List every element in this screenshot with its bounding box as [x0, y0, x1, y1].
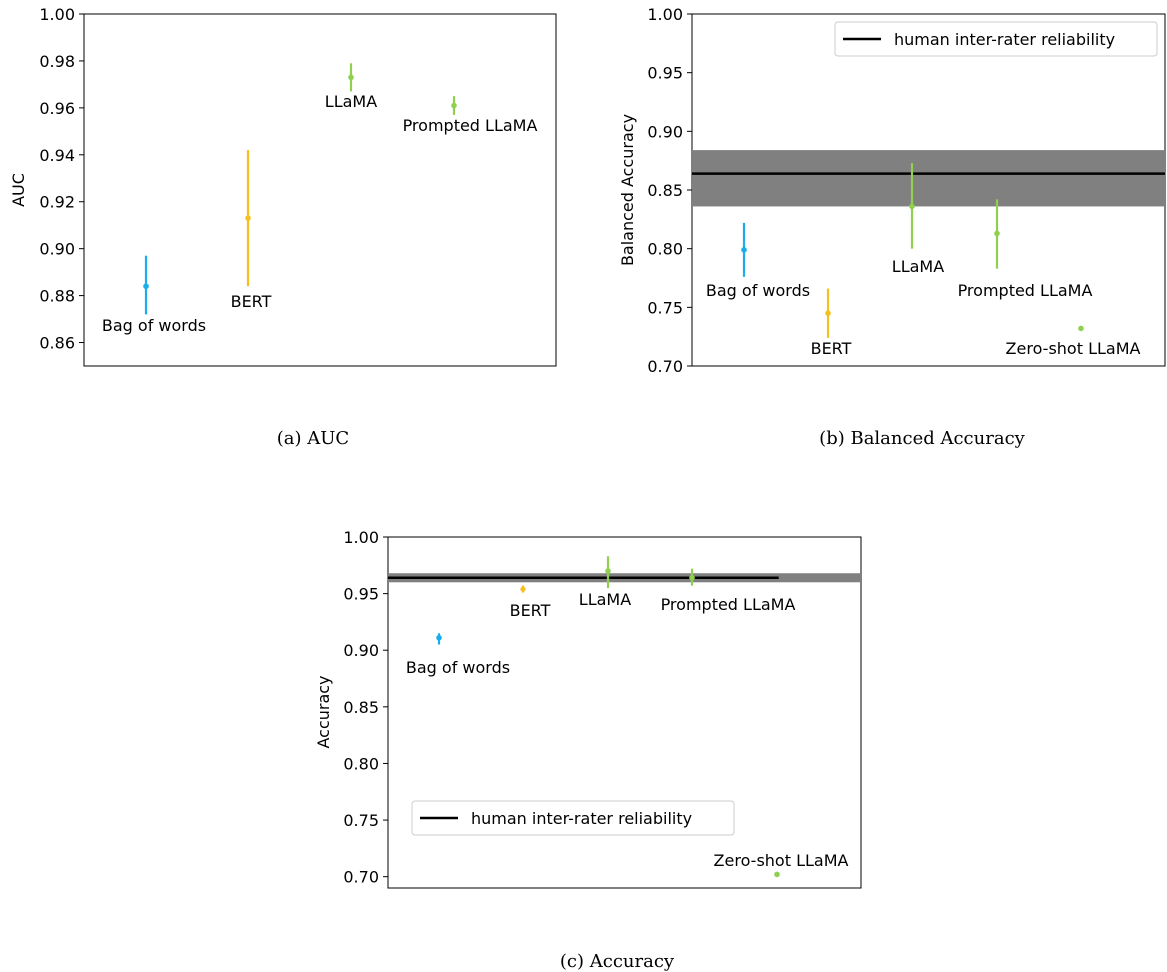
y-tick-label: 0.90 [343, 641, 379, 660]
legend-box [411, 800, 735, 836]
reference-band-group [388, 573, 861, 583]
point-label: BERT [510, 601, 551, 620]
y-tick-label: 0.75 [647, 298, 683, 317]
y-tick-label: 0.94 [39, 146, 75, 165]
legend-entry: human inter-rater reliability [471, 809, 692, 828]
data-point [774, 871, 780, 878]
y-tick-label: 0.90 [647, 122, 683, 141]
data-point [245, 215, 251, 221]
y-axis-title: AUC [9, 173, 28, 207]
y-axis-title: Accuracy [314, 675, 333, 748]
point-label: LLaMA [892, 257, 944, 276]
data-point [741, 247, 747, 253]
y-tick-label: 0.80 [647, 240, 683, 259]
y-tick-label: 0.98 [39, 52, 75, 71]
data-marks: Bag of words BERT LLaMA Prompted LLaMA Zero-… [406, 556, 849, 878]
data-point [520, 585, 526, 594]
legend: human inter-rater reliability [411, 800, 735, 836]
plot-frame [387, 536, 862, 889]
data-point [909, 203, 915, 210]
point-label: BERT [811, 339, 852, 358]
y-tick-label: 0.85 [647, 181, 683, 200]
y-axis-ticks: 0.70 0.75 0.80 0.85 0.90 0.95 1.00 [343, 528, 388, 887]
y-tick-label: 0.85 [343, 698, 379, 717]
data-point [436, 634, 442, 641]
data-point [1078, 325, 1084, 332]
point-label: Bag of words [406, 658, 510, 677]
y-tick-label: 0.86 [39, 334, 75, 353]
data-marks: Bag of words BERT LLaMA Prompted LLaMA [102, 63, 538, 335]
point-label: Bag of words [102, 316, 206, 335]
y-tick-label: 0.96 [39, 99, 75, 118]
point-label: BERT [231, 292, 272, 311]
y-tick-label: 0.88 [39, 287, 75, 306]
legend-entry: human inter-rater reliability [894, 30, 1115, 49]
y-tick-label: 0.90 [39, 240, 75, 259]
point-label: Zero-shot LLaMA [714, 851, 849, 870]
caption: (c) Accuracy [560, 951, 675, 972]
data-point [451, 102, 457, 109]
point-label: Zero-shot LLaMA [1006, 339, 1141, 358]
y-tick-label: 0.92 [39, 193, 75, 212]
data-point [825, 310, 831, 317]
point-label: Bag of words [706, 281, 810, 300]
panel-auc: 0.86 0.88 0.90 0.92 0.94 0.96 0.98 1.00 Bag of … [9, 5, 557, 449]
data-point [994, 230, 1000, 237]
data-marks: Bag of words BERT LLaMA Prompted LLaMA Zero-… [706, 163, 1141, 358]
y-tick-label: 0.70 [647, 357, 683, 376]
data-point [605, 568, 611, 574]
data-point [689, 574, 695, 581]
legend-box [834, 21, 1158, 57]
data-point [143, 283, 149, 290]
panel-accuracy: 0.70 0.75 0.80 0.85 0.90 0.95 1.00 Bag of word… [314, 528, 862, 972]
point-label: Prompted LLaMA [403, 116, 538, 135]
legend: human inter-rater reliability [834, 21, 1158, 57]
y-tick-label: 0.75 [343, 811, 379, 830]
y-tick-label: 0.95 [343, 585, 379, 604]
caption: (a) AUC [277, 428, 349, 449]
point-label: Prompted LLaMA [661, 595, 796, 614]
y-tick-label: 1.00 [647, 5, 683, 24]
y-tick-label: 0.80 [343, 754, 379, 773]
point-label: LLaMA [325, 92, 377, 111]
panel-balanced-accuracy: 0.70 0.75 0.80 0.85 0.90 0.95 1.00 Bag of word… [618, 5, 1166, 449]
y-axis-ticks: 0.70 0.75 0.80 0.85 0.90 0.95 1.00 [647, 5, 692, 376]
y-axis-title: Balanced Accuracy [618, 114, 637, 266]
y-tick-label: 0.70 [343, 868, 379, 887]
point-label: LLaMA [579, 590, 631, 609]
reference-band [692, 150, 1165, 207]
y-axis-ticks: 0.86 0.88 0.90 0.92 0.94 0.96 0.98 1.00 [39, 5, 84, 353]
data-point [348, 74, 354, 81]
reference-band-group [692, 150, 1165, 207]
y-tick-label: 1.00 [343, 528, 379, 547]
plot-frame [83, 13, 557, 367]
caption: (b) Balanced Accuracy [819, 428, 1025, 449]
point-label: Prompted LLaMA [958, 281, 1093, 300]
y-tick-label: 1.00 [39, 5, 75, 24]
y-tick-label: 0.95 [647, 64, 683, 83]
